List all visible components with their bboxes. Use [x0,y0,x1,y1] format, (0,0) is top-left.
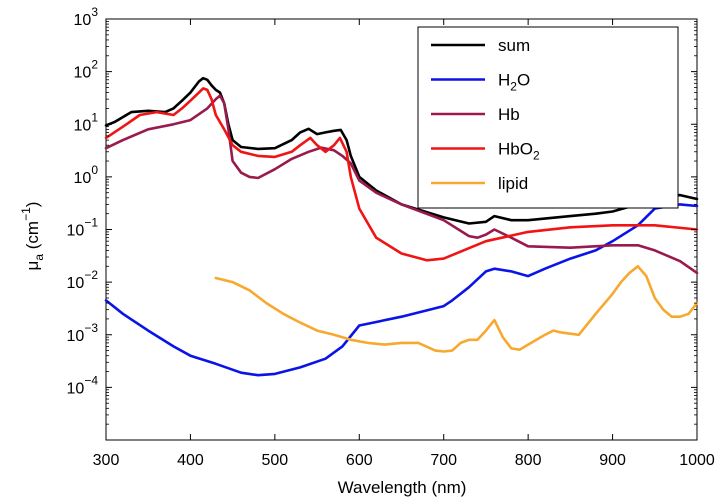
x-tick-label: 500 [262,452,289,469]
x-tick-label: 600 [346,452,373,469]
legend-box [417,26,679,209]
x-axis-label: Wavelength (nm) [338,478,467,497]
legend-label-hbo2: HbO2 [498,140,540,163]
series-layer [104,76,699,377]
x-tick-label: 800 [515,452,542,469]
y-tick-label: 10−4 [67,373,99,397]
y-tick-label: 100 [74,163,99,187]
legend-label-h2o: H2O [498,71,530,94]
y-tick-label: 10−2 [67,268,99,292]
x-tick-label: 400 [177,452,204,469]
series-line-h2o [104,203,699,377]
legend-label-hb: Hb [498,105,520,124]
x-tick-label: 900 [599,452,626,469]
ticks-layer: 300 400 500 600 700 800 900 1000 10−4 10−3 10−2 10−… [67,5,715,469]
y-tick-label: 10−3 [67,321,99,345]
y-tick-label: 102 [74,58,99,82]
x-tick-label: 1000 [679,452,715,469]
x-tick-label: 700 [430,452,457,469]
x-tick-label: 300 [93,452,120,469]
y-axis-label: μa (cm−1) [19,202,46,271]
y-tick-label: 101 [74,110,99,134]
y-tick-label: 103 [74,5,99,29]
series-line-hb [104,94,699,275]
legend-label-lipid: lipid [498,174,528,193]
y-tick-label: 10−1 [67,216,99,240]
series-line-hbo2 [104,87,699,262]
series-line-lipid [214,265,699,353]
legend-label-sum: sum [498,36,530,55]
series-line-sum [104,76,699,225]
legend: sum H2O Hb HbO2 lipid [417,26,679,209]
